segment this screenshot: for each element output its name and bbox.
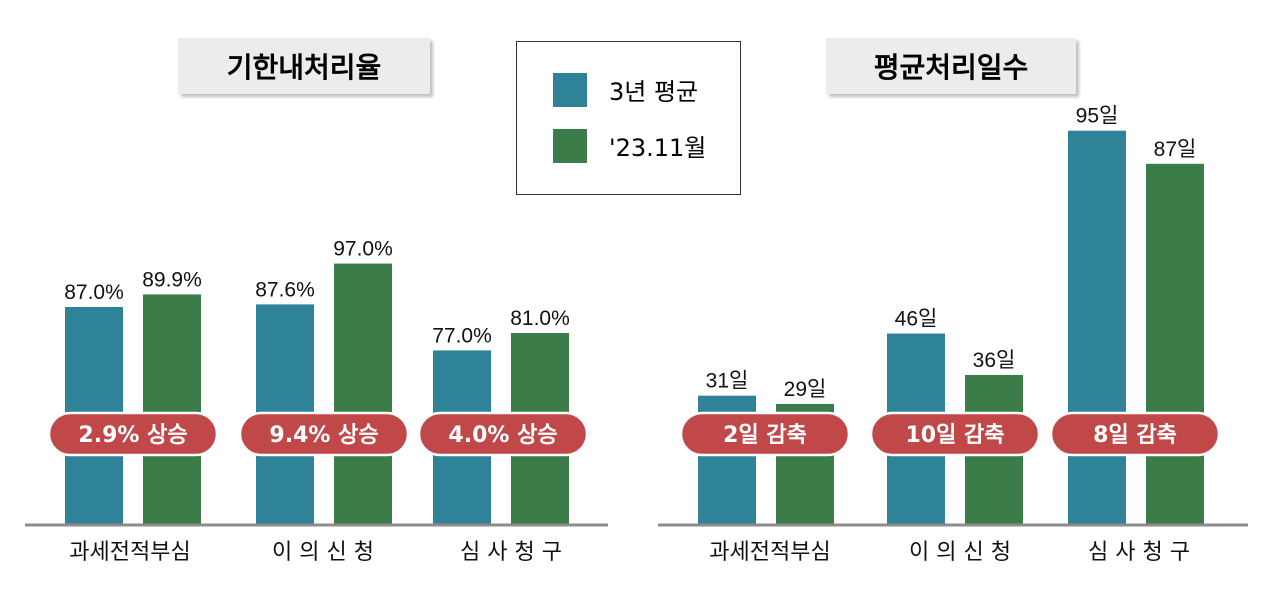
category-label-chart1-cat3: 심 사 청 구 [460,540,562,565]
data-label-chart2-series2-cat2: 36일 [973,349,1016,372]
category-label-chart2-cat1: 과세전적부심 [709,540,830,565]
bar-chart2-series2-cat3 [1146,163,1204,524]
change-badge-label-chart2-cat2: 10일 감축 [906,423,1005,448]
legend: 3년 평균 '23.11월 [516,41,741,195]
change-badge-chart2-cat1 [679,411,851,457]
change-badge-label-chart2-cat3: 8일 감축 [1093,423,1177,448]
category-label-chart1-cat1: 과세전적부심 [69,540,190,565]
change-badge-label-chart1-cat2: 9.4% 상승 [269,423,378,448]
data-label-chart2-series2-cat1: 29일 [784,378,827,401]
change-badge-chart2-cat2 [869,411,1041,457]
change-badge-chart1-cat1 [47,411,219,457]
data-label-chart1-series2-cat3: 81.0% [510,307,570,330]
category-label-chart1-cat2: 이 의 신 청 [272,540,374,565]
data-label-chart2-series1-cat3: 95일 [1076,105,1119,128]
change-badge-label-chart1-cat3: 4.0% 상승 [448,423,557,448]
category-label-chart2-cat2: 이 의 신 청 [909,540,1011,565]
legend-label-3yr-avg: 3년 평균 [609,78,699,106]
data-label-chart2-series1-cat1: 31일 [706,370,749,393]
bar-chart1-series2-cat1 [143,294,201,524]
data-label-chart2-series1-cat2: 46일 [895,308,938,331]
legend-swatch-3yr-avg [553,72,587,107]
change-badge-label-chart2-cat1: 2일 감축 [723,423,807,448]
legend-item-nov23: '23.11월 [553,128,706,163]
data-label-chart1-series1-cat2: 87.6% [255,278,315,301]
data-label-chart2-series2-cat3: 87일 [1154,138,1197,161]
change-badge-chart2-cat3 [1049,411,1221,457]
change-badge-label-chart1-cat1: 2.9% 상승 [78,423,187,448]
data-label-chart1-series2-cat2: 97.0% [333,238,393,261]
bar-chart2-series1-cat3 [1068,130,1126,524]
legend-swatch-nov23 [553,128,587,163]
data-label-chart1-series2-cat1: 89.9% [142,268,202,291]
legend-item-3yr-avg: 3년 평균 [553,72,698,107]
chart-title-avg-days: 평균처리일수 [826,38,1076,94]
data-label-chart1-series1-cat1: 87.0% [64,281,124,304]
change-badge-chart1-cat3 [417,411,589,457]
category-label-chart2-cat3: 심 사 청 구 [1088,540,1190,565]
change-badge-chart1-cat2 [238,411,410,457]
bar-chart1-series2-cat2 [334,263,392,524]
data-label-chart1-series1-cat3: 77.0% [432,324,492,347]
legend-label-nov23: '23.11월 [609,134,707,162]
chart-title-deadline-rate: 기한내처리율 [178,38,430,94]
